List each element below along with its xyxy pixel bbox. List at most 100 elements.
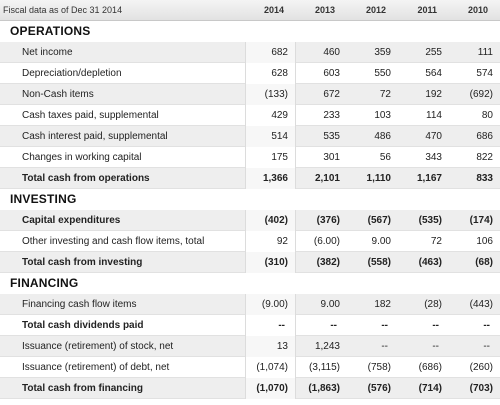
cell-2013: (6.00) [313,235,340,247]
cell-2010: (703) [469,382,493,394]
cell-2014: -- [245,314,296,336]
cell-2012: (758) [367,361,391,373]
cell-2012: (558) [367,256,391,268]
cell-2012: -- [381,340,388,352]
cell-2013: (1,863) [308,382,340,394]
cell-2012: 486 [374,130,391,142]
cell-2012: -- [381,319,388,331]
cell-2013: 1,243 [314,340,340,352]
cell-2014: (133) [245,83,296,105]
cell-2013: 301 [323,151,340,163]
row-label: Net income [22,46,73,58]
table-row: Depreciation/depletion 628 603 550 564 574 [0,62,500,84]
section-title-investing: INVESTING [0,189,500,210]
cell-2013: 2,101 [314,172,340,184]
row-label: Non-Cash items [22,88,94,100]
row-label: Total cash from financing [22,382,143,394]
table-row: Other investing and cash flow items, tot… [0,230,500,252]
table-header: Fiscal data as of Dec 31 2014 2014 2013 … [0,0,500,21]
cell-2012: (567) [367,214,391,226]
cell-2011: 343 [425,151,442,163]
row-label: Cash taxes paid, supplemental [22,109,159,121]
table-row: Capital expenditures (402) (376) (567) (535)… [0,209,500,231]
section-title-operations: OPERATIONS [0,21,500,42]
table-row: Total cash dividends paid -- -- -- -- -- [0,314,500,336]
cell-2014: 175 [245,146,296,168]
cell-2013: 672 [323,88,340,100]
row-label: Changes in working capital [22,151,142,163]
section-title-financing: FINANCING [0,273,500,294]
cell-2014: 628 [245,62,296,84]
cell-2013: 603 [323,67,340,79]
row-label: Issuance (retirement) of debt, net [22,361,170,373]
table-body: OPERATIONS Net income 682 460 359 255 111 Depre… [0,21,500,399]
cell-2012: 9.00 [371,235,391,247]
cell-2012: 1,110 [366,172,391,184]
cell-2013: -- [330,319,337,331]
table-row: Non-Cash items (133) 672 72 192 (692) [0,83,500,105]
table-row: Cash interest paid, supplemental 514 535 48… [0,125,500,147]
row-label: Issuance (retirement) of stock, net [22,340,174,352]
cell-2012: 550 [374,67,391,79]
cell-2010: (443) [469,298,493,310]
cell-2014: 514 [245,125,296,147]
cell-2011: 72 [430,235,442,247]
table-row: Total cash from investing (310) (382) (558)… [0,251,500,273]
cell-2011: 470 [425,130,442,142]
table-row: Financing cash flow items (9.00) 9.00 182 (2… [0,293,500,315]
cell-2010: -- [483,319,490,331]
cell-2013: 460 [323,46,340,58]
row-label: Total cash dividends paid [22,319,144,331]
table-row: Total cash from operations 1,366 2,101 1,11… [0,167,500,189]
year-header-2011: 2011 [417,5,437,15]
cell-2013: (382) [316,256,340,268]
row-label: Cash interest paid, supplemental [22,130,168,142]
cell-2014: (1,074) [245,356,296,378]
cell-2014: 429 [245,104,296,126]
cell-2014: (1,070) [245,377,296,399]
cell-2010: (174) [469,214,493,226]
cell-2011: 192 [425,88,442,100]
cell-2012: 182 [374,298,391,310]
row-label: Financing cash flow items [22,298,137,310]
fiscal-date-label: Fiscal data as of Dec 31 2014 [3,5,123,15]
cell-2011: (686) [418,361,442,373]
cell-2010: 574 [476,67,493,79]
cell-2012: 103 [374,109,391,121]
cell-2010: -- [483,340,490,352]
cell-2010: 822 [476,151,493,163]
cell-2010: (260) [469,361,493,373]
cell-2013: 535 [323,130,340,142]
cell-2013: (376) [316,214,340,226]
cell-2014: 682 [245,41,296,63]
cell-2014: 13 [245,335,296,357]
table-row: Issuance (retirement) of debt, net (1,074… [0,356,500,378]
table-row: Changes in working capital 175 301 56 343 822 [0,146,500,168]
cell-2011: 564 [425,67,442,79]
cell-2010: 80 [481,109,493,121]
cell-2010: (68) [475,256,493,268]
cell-2011: (463) [418,256,442,268]
year-header-2010: 2010 [467,5,488,15]
cell-2011: (535) [418,214,442,226]
table-row: Total cash from financing (1,070) (1,863) (… [0,377,500,399]
table-row: Cash taxes paid, supplemental 429 233 103 11… [0,104,500,126]
year-header-2012: 2012 [365,5,386,15]
cell-2011: -- [432,319,439,331]
cell-2010: 111 [477,46,493,58]
cell-2014: (310) [245,251,296,273]
cell-2011: 255 [425,46,442,58]
cell-2010: 686 [476,130,493,142]
cell-2012: 72 [379,88,391,100]
cell-2011: 114 [426,109,442,121]
cell-2013: (3,115) [309,361,340,373]
cell-2011: (28) [424,298,442,310]
row-label: Total cash from operations [22,172,150,184]
row-label: Total cash from investing [22,256,143,268]
row-label: Depreciation/depletion [22,67,122,79]
cell-2011: 1,167 [416,172,442,184]
table-row: Issuance (retirement) of stock, net 13 1,2… [0,335,500,357]
cell-2011: -- [432,340,439,352]
cell-2014: 92 [245,230,296,252]
